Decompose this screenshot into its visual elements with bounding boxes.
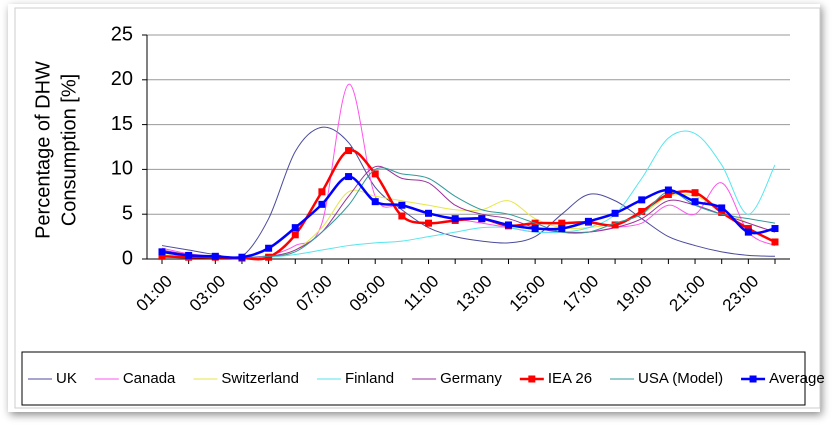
y-tick-label: 15 <box>111 113 133 135</box>
data-point <box>691 189 699 197</box>
legend-label: Finland <box>345 370 394 387</box>
data-point <box>638 208 646 216</box>
data-point <box>158 252 166 260</box>
data-point <box>638 196 646 204</box>
data-point <box>478 215 486 223</box>
legend-label: USA (Model) <box>638 370 723 387</box>
data-point <box>425 209 433 217</box>
chart-area <box>14 7 821 409</box>
data-point <box>771 238 779 246</box>
data-point <box>718 208 726 216</box>
series-line <box>161 126 776 260</box>
y-tick-label: 5 <box>122 202 133 224</box>
y-axis-label: Percentage of DHW <box>32 61 54 239</box>
data-point <box>425 219 433 227</box>
legend-label: Germany <box>440 370 502 387</box>
data-point <box>398 212 406 220</box>
y-tick-label: 25 <box>111 23 133 45</box>
legend-label: UK <box>56 370 77 387</box>
y-tick-label: 20 <box>111 68 133 90</box>
data-point <box>211 252 219 260</box>
data-point <box>345 147 353 155</box>
data-point <box>318 200 326 208</box>
data-point <box>558 219 566 227</box>
data-point <box>371 198 379 206</box>
data-point <box>611 209 619 217</box>
y-tick-label: 0 <box>122 247 133 269</box>
data-point <box>664 190 672 198</box>
y-tick-label: 10 <box>111 158 133 180</box>
legend-marker <box>749 375 757 383</box>
data-point <box>238 253 246 261</box>
data-point <box>691 198 699 206</box>
data-point <box>158 248 166 256</box>
data-point <box>611 221 619 229</box>
legend-marker <box>528 375 536 383</box>
data-point <box>584 217 592 225</box>
data-point <box>664 186 672 194</box>
data-point <box>291 231 299 239</box>
data-point <box>531 225 539 233</box>
data-point <box>185 251 193 259</box>
data-point <box>744 225 752 233</box>
data-point <box>265 253 273 261</box>
data-point <box>398 201 406 209</box>
data-point <box>504 221 512 229</box>
data-point <box>451 215 459 223</box>
data-point <box>265 244 273 252</box>
data-point <box>345 173 353 181</box>
data-point <box>318 188 326 196</box>
data-point <box>558 225 566 233</box>
data-point <box>371 170 379 178</box>
data-point <box>771 225 779 233</box>
data-point <box>718 204 726 212</box>
legend-label: IEA 26 <box>548 370 592 387</box>
y-axis-label: Consumption [%] <box>58 74 80 226</box>
legend-label: Canada <box>123 370 176 387</box>
data-point <box>744 228 752 236</box>
legend-label: Average <box>769 370 825 387</box>
data-point <box>291 224 299 232</box>
legend-label: Switzerland <box>221 370 299 387</box>
